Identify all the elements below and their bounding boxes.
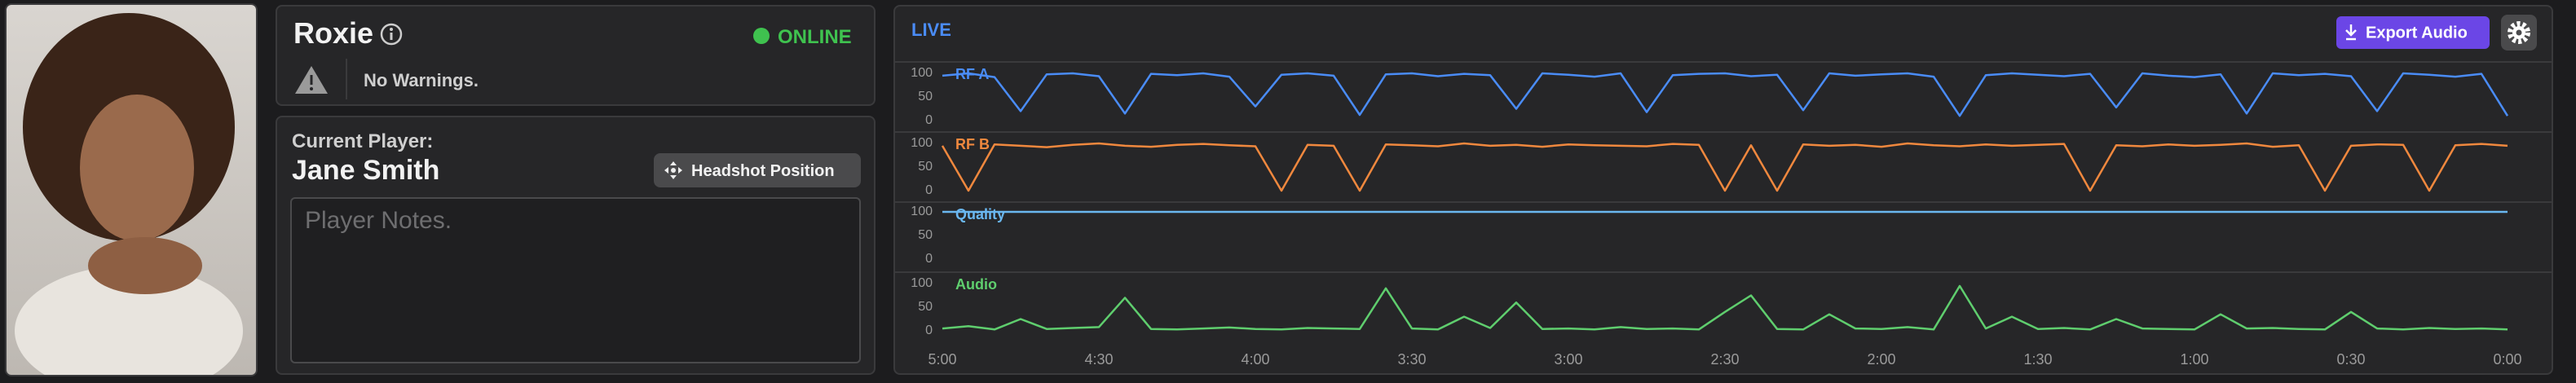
x-tick-label: 4:00 (1241, 351, 1269, 368)
x-tick-label: 3:30 (1397, 351, 1426, 368)
x-tick-label: 1:30 (2023, 351, 2052, 368)
download-icon (2345, 24, 2357, 41)
x-tick-label: 5:00 (928, 351, 956, 368)
export-button[interactable] (2336, 16, 2490, 49)
y-tick-label: 0 (925, 183, 933, 197)
move-icon (664, 161, 682, 179)
sensor-name: Roxie (293, 16, 374, 50)
info-icon[interactable] (378, 21, 404, 47)
series-line (941, 142, 2508, 192)
series-label: Quality (955, 206, 1005, 222)
player-card: Current Player: Jane Smith Headshot Posi… (276, 116, 876, 375)
series-line (942, 72, 2509, 117)
gear-icon (2508, 21, 2530, 44)
live-label: LIVE (911, 20, 951, 40)
series-label: RF A (955, 66, 989, 82)
export-button-label: Export Audio (2366, 24, 2468, 42)
x-tick-label: 4:30 (1084, 351, 1113, 368)
warning-text: No Warnings. (364, 70, 479, 90)
y-tick-label: 50 (918, 300, 933, 314)
headshot-button-label: Headshot Position (691, 162, 835, 180)
y-tick-label: 0 (925, 324, 933, 337)
player-label: Current Player: (292, 130, 434, 152)
status-dot (753, 28, 770, 44)
y-tick-label: 0 (925, 113, 933, 127)
player-name: Jane Smith (292, 155, 440, 186)
x-tick-label: 1:00 (2180, 351, 2208, 368)
series-line (942, 284, 2508, 331)
chart-card: LIVE Export Audio 5:00 4:30 4:00 3:30 3:00 2:… (893, 5, 2553, 375)
x-tick-label: 2:30 (1710, 351, 1739, 368)
headshot-button[interactable]: Headshot Position (654, 153, 861, 187)
headshot-image (7, 5, 256, 375)
y-tick-label: 50 (918, 160, 933, 174)
x-tick-label: 0:00 (2493, 351, 2521, 368)
notes-field[interactable]: Player Notes. (290, 197, 861, 363)
y-tick-label: 100 (911, 276, 933, 290)
headshot (5, 3, 258, 376)
y-tick-label: 50 (918, 228, 933, 242)
y-tick-label: 100 (911, 205, 933, 218)
warning-icon (295, 66, 328, 94)
status: ONLINE (778, 26, 852, 48)
y-tick-label: 100 (911, 66, 933, 80)
series-label: RF B (955, 136, 990, 152)
x-tick-label: 3:00 (1554, 351, 1582, 368)
sensor-card: Roxie ONLINE No Warnings. (276, 5, 876, 106)
x-tick-label: 2:00 (1867, 351, 1895, 368)
divider (346, 59, 347, 99)
y-tick-label: 100 (911, 136, 933, 150)
gear-icon-hole (2516, 29, 2522, 36)
notes-placeholder: Player Notes. (305, 207, 452, 234)
x-tick-label: 0:30 (2336, 351, 2365, 368)
y-tick-label: 50 (918, 90, 933, 103)
y-tick-label: 0 (925, 252, 933, 266)
series-label: Audio (955, 276, 997, 293)
chart: LIVE Export Audio 5:00 4:30 4:00 3:30 3:00 2:… (895, 15, 2552, 368)
